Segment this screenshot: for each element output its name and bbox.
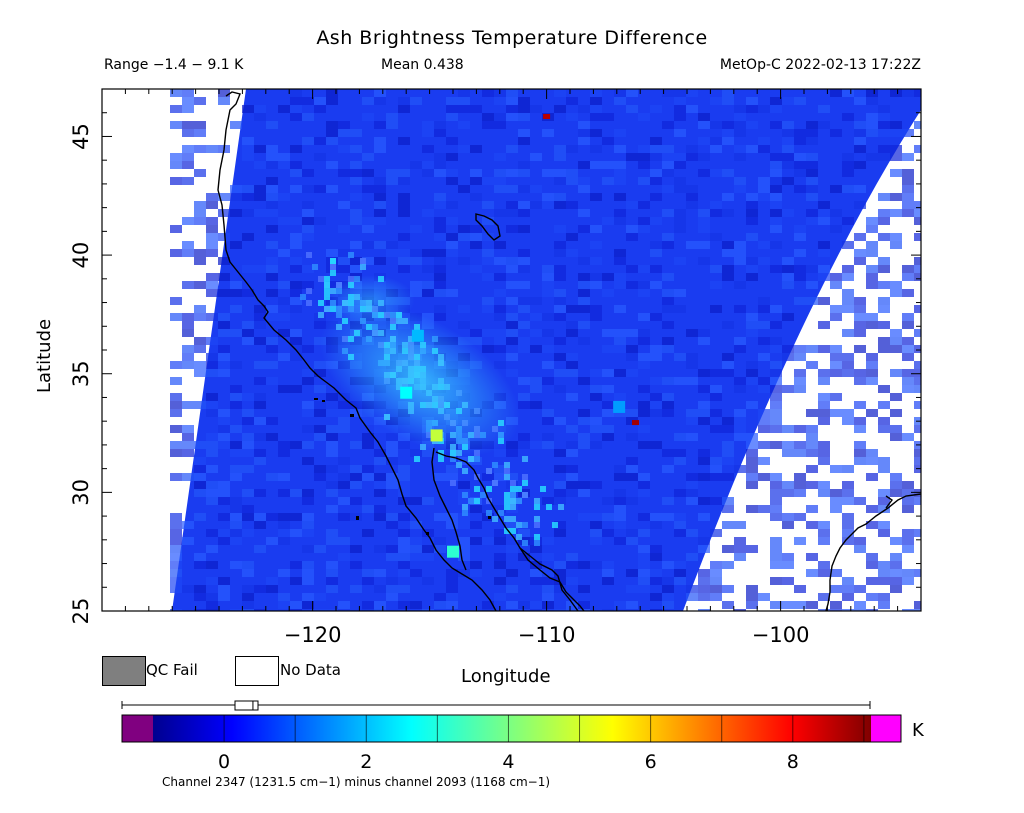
y-tick-label: 35: [69, 360, 93, 387]
ash-plume-glow-north: [325, 275, 415, 325]
y-tick-label: 25: [69, 598, 93, 625]
hotspot-pixel: [400, 386, 413, 399]
mean-label: Mean 0.438: [381, 57, 464, 73]
colorbar-tick-label: 6: [645, 751, 657, 773]
y-axis-tick-labels: 25 30 35 40 45: [69, 123, 93, 624]
channel-caption: Channel 2347 (1231.5 cm−1) minus channel…: [162, 775, 551, 789]
hotspot-pixel: [411, 329, 424, 342]
y-tick-label: 45: [69, 123, 93, 150]
satellite-time-label: MetOp-C 2022-02-13 17:22Z: [719, 57, 921, 73]
coastline-layer: [217, 91, 921, 611]
no-data-swatch: [235, 656, 279, 686]
hotspot-pixel: [430, 429, 443, 442]
texas-bay-detail: [885, 495, 894, 509]
colorbar-tick-label: 0: [218, 751, 230, 773]
colorbar-gradient: [153, 715, 871, 742]
x-axis-tick-labels: −120 −110 −100: [284, 623, 810, 647]
colorbar-over: [871, 715, 901, 742]
great-salt-lake: [475, 213, 501, 241]
x-tick-label: −100: [752, 623, 810, 647]
y-tick-label: 30: [69, 479, 93, 506]
x-axis-label: Longitude: [461, 666, 551, 687]
colorbar-tick-label: 8: [787, 751, 799, 773]
colorbar-unit: K: [912, 720, 924, 741]
mainland-coast-south: [519, 547, 579, 611]
y-axis-label: Latitude: [34, 318, 55, 393]
hotspot-pixel: [632, 420, 640, 426]
hotspot-pixel: [447, 545, 459, 558]
chart-title: Ash Brightness Temperature Difference: [316, 27, 708, 49]
y-tick-label: 40: [69, 242, 93, 269]
colorbar-mean-marker: [234, 700, 259, 711]
axis-ticks: [101, 88, 922, 612]
swath-data-layer: [170, 89, 921, 611]
x-tick-label: −120: [284, 623, 342, 647]
gulf-of-california-east: [435, 451, 585, 611]
hotspot-pixel: [543, 113, 551, 119]
qc-fail-swatch: [102, 656, 146, 686]
colorbar-ticks: [223, 715, 865, 742]
gulf-of-mexico-coast: [825, 493, 921, 611]
island-markers: [314, 398, 491, 535]
colorbar-tick-labels: 0 2 4 6 8: [218, 751, 799, 773]
qc-fail-label: QC Fail: [146, 661, 198, 679]
ash-plume-glow: [320, 304, 520, 456]
hotspot-layer: [400, 113, 640, 558]
gulf-of-california-west: [431, 447, 467, 571]
no-data-label: No Data: [280, 661, 341, 679]
x-tick-label: −110: [518, 623, 576, 647]
pacific-coastline: [217, 91, 497, 611]
colorbar-tick-label: 4: [502, 751, 514, 773]
colorbar-tick-label: 2: [360, 751, 372, 773]
colorbar-under: [122, 715, 153, 742]
hotspot-pixel: [613, 400, 626, 413]
colorbar-frame: [121, 714, 902, 743]
range-label: Range −1.4 − 9.1 K: [104, 57, 244, 73]
